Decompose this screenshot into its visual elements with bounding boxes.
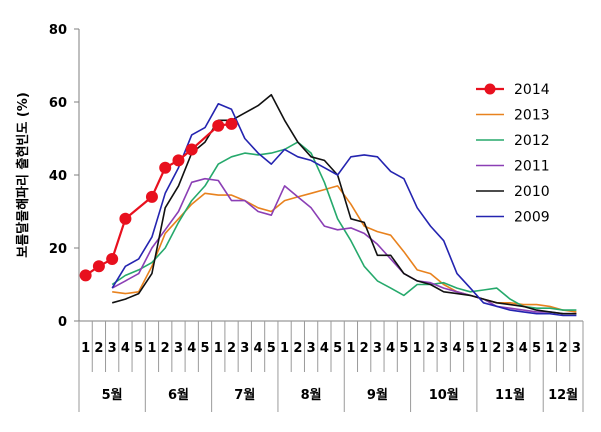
y-tick-label: 40 xyxy=(49,169,67,184)
week-tick-label: 2 xyxy=(492,341,501,356)
month-label: 5월 xyxy=(102,387,123,403)
week-tick-label: 4 xyxy=(187,341,196,356)
y-tick-label: 80 xyxy=(49,23,67,38)
week-tick-label: 1 xyxy=(413,341,422,356)
week-tick-label: 3 xyxy=(108,341,117,356)
week-tick-label: 2 xyxy=(360,341,369,356)
week-tick-label: 4 xyxy=(121,341,130,356)
series-line-2014 xyxy=(84,122,232,277)
month-label: 10월 xyxy=(429,387,459,403)
week-tick-label: 3 xyxy=(572,341,581,356)
series-line-2010 xyxy=(111,93,577,315)
data-point-2014 xyxy=(145,190,158,203)
data-point-2014 xyxy=(212,119,225,132)
x-category-grid: 1 2 3 4 5 1 2 3 4 5 1 2 3 4 5 1 2 3 4 5 1 2 3 4 5 1 2 3 4 5 1 2 3 4 5 1 2 35월… xyxy=(78,321,584,412)
data-point-2014 xyxy=(119,212,132,225)
week-tick-label: 3 xyxy=(506,341,515,356)
month-label: 6월 xyxy=(168,387,189,403)
month-label: 7월 xyxy=(234,387,255,403)
week-tick-label: 5 xyxy=(200,341,209,356)
week-tick-label: 2 xyxy=(227,341,236,356)
week-tick-label: 1 xyxy=(346,341,355,356)
week-tick-label: 1 xyxy=(479,341,488,356)
week-tick-label: 5 xyxy=(333,341,342,356)
week-tick-label: 3 xyxy=(373,341,382,356)
week-tick-label: 5 xyxy=(532,341,541,356)
week-tick-label: 2 xyxy=(426,341,435,356)
data-point-2014 xyxy=(159,161,172,174)
data-point-2014 xyxy=(92,260,105,273)
axes xyxy=(78,29,583,322)
week-tick-label: 5 xyxy=(466,341,475,356)
week-tick-label: 2 xyxy=(559,341,568,356)
week-tick-label: 1 xyxy=(280,341,289,356)
legend-label-2010: 2010 xyxy=(514,184,550,200)
week-tick-label: 1 xyxy=(147,341,156,356)
week-tick-label: 2 xyxy=(94,341,103,356)
week-tick-label: 1 xyxy=(214,341,223,356)
y-tick-label: 20 xyxy=(49,242,67,257)
data-point-2014 xyxy=(106,252,119,265)
y-axis-label: 보름달물해파리 출현빈도 (%) xyxy=(15,92,31,258)
week-tick-label: 1 xyxy=(545,341,554,356)
y-tick-label: 60 xyxy=(49,96,67,111)
series-lines xyxy=(79,93,577,317)
week-tick-label: 3 xyxy=(240,341,249,356)
legend-label-2009: 2009 xyxy=(514,210,550,226)
y-ticks: 0 20 40 60 80 xyxy=(49,23,79,330)
data-point-2014 xyxy=(79,269,92,282)
week-tick-label: 3 xyxy=(174,341,183,356)
data-point-2014 xyxy=(185,143,198,156)
month-label: 8월 xyxy=(301,387,322,403)
month-label: 11월 xyxy=(495,387,525,403)
week-tick-label: 2 xyxy=(161,341,170,356)
data-point-2014 xyxy=(172,154,185,167)
week-tick-label: 3 xyxy=(439,341,448,356)
legend: 2014 2013 2012 2011 2010 2009 xyxy=(476,82,550,226)
legend-marker-2014 xyxy=(484,83,496,95)
week-tick-label: 2 xyxy=(293,341,302,356)
week-tick-label: 4 xyxy=(386,341,395,356)
legend-label-2013: 2013 xyxy=(514,108,550,124)
series-line-2012 xyxy=(111,141,577,311)
week-tick-label: 1 xyxy=(81,341,90,356)
week-tick-label: 5 xyxy=(134,341,143,356)
week-tick-label: 5 xyxy=(267,341,276,356)
month-label: 9월 xyxy=(367,387,388,403)
week-tick-label: 4 xyxy=(254,341,263,356)
legend-label-2012: 2012 xyxy=(514,133,550,149)
series-line-2009 xyxy=(111,103,577,317)
y-axis-title-group: 보름달물해파리 출현빈도 (%) xyxy=(15,92,31,258)
week-tick-label: 4 xyxy=(452,341,461,356)
legend-label-2014: 2014 xyxy=(514,82,550,98)
legend-label-2011: 2011 xyxy=(514,159,550,175)
data-point-2014 xyxy=(225,117,238,130)
month-label: 12월 xyxy=(548,387,578,403)
week-tick-label: 4 xyxy=(320,341,329,356)
week-tick-label: 3 xyxy=(307,341,316,356)
week-tick-label: 4 xyxy=(519,341,528,356)
y-tick-label: 0 xyxy=(58,315,67,330)
week-tick-label: 5 xyxy=(399,341,408,356)
